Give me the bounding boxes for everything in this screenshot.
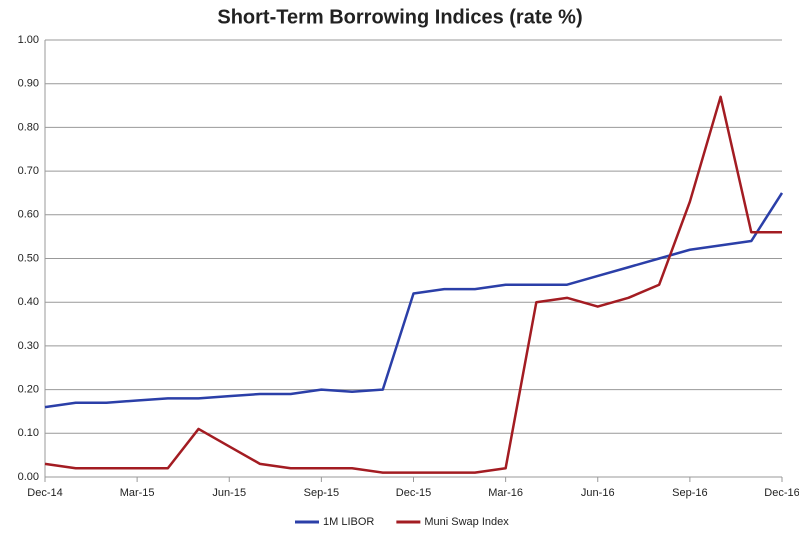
x-tick-label: Sep-16 — [672, 487, 707, 499]
x-tick-label: Dec-16 — [764, 487, 799, 499]
y-tick-label: 0.60 — [18, 209, 39, 221]
chart-title: Short-Term Borrowing Indices (rate %) — [217, 6, 582, 28]
legend-label: 1M LIBOR — [323, 516, 374, 528]
x-tick-label: Mar-16 — [488, 487, 523, 499]
y-tick-label: 0.90 — [18, 78, 39, 90]
x-tick-label: Dec-15 — [396, 487, 431, 499]
y-tick-label: 0.10 — [18, 427, 39, 439]
legend-label: Muni Swap Index — [424, 516, 509, 528]
series-line — [44, 95, 782, 474]
y-tick-label: 1.00 — [18, 34, 39, 46]
y-tick-label: 0.70 — [18, 165, 39, 177]
x-tick-label: Jun-16 — [581, 487, 615, 499]
x-tick-label: Dec-14 — [27, 487, 62, 499]
y-tick-label: 0.40 — [18, 296, 39, 308]
x-tick-label: Jun-15 — [212, 487, 246, 499]
y-tick-label: 0.00 — [18, 471, 39, 483]
x-tick-label: Sep-15 — [304, 487, 339, 499]
series-line — [44, 192, 784, 409]
y-tick-label: 0.50 — [18, 252, 39, 264]
y-tick-label: 0.20 — [18, 384, 39, 396]
y-tick-label: 0.30 — [18, 340, 39, 352]
x-tick-label: Mar-15 — [120, 487, 155, 499]
y-tick-label: 0.80 — [18, 121, 39, 133]
